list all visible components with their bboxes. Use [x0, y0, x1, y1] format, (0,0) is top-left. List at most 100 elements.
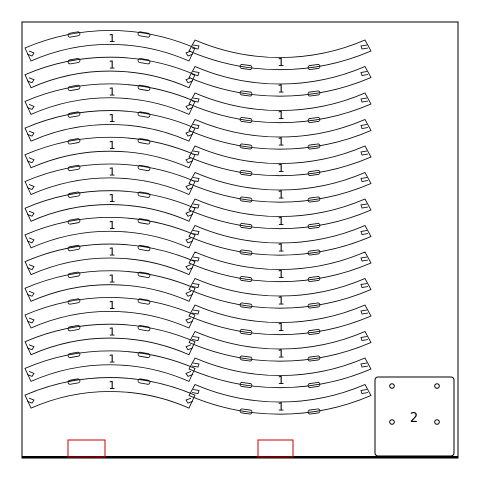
slot [307, 117, 321, 123]
curved-part: 1 [188, 92, 372, 123]
curved-part: 1 [24, 163, 196, 196]
end-notch [360, 177, 369, 182]
curved-part: 1 [24, 217, 196, 249]
end-notch [185, 290, 194, 297]
slot [239, 249, 253, 256]
slot [307, 64, 321, 70]
plate-part: 2 [374, 376, 455, 457]
end-notch [185, 344, 194, 351]
end-notch [185, 50, 194, 57]
end-notch [360, 336, 369, 341]
slot [67, 84, 81, 91]
slot [307, 170, 321, 176]
end-notch [26, 371, 35, 377]
curved-part: 1 [188, 145, 372, 176]
plate-hole [389, 419, 395, 425]
curved-part: 1 [24, 30, 196, 62]
part-label: 1 [278, 374, 285, 387]
slot [239, 196, 253, 203]
slot [67, 245, 81, 252]
end-notch [26, 210, 35, 217]
end-notch [191, 124, 200, 129]
slot [239, 276, 253, 282]
slot [67, 111, 81, 118]
slot [239, 143, 253, 150]
curved-part: 1 [24, 190, 196, 222]
curved-part: 1 [188, 65, 372, 97]
part-label: 1 [278, 242, 285, 255]
curved-part-outline [188, 383, 372, 415]
slot [307, 329, 321, 335]
slot [239, 329, 253, 335]
part-label: 1 [278, 215, 285, 228]
slot [239, 223, 253, 229]
curved-part: 1 [188, 251, 372, 282]
end-notch [185, 264, 194, 271]
curved-part-outline [188, 277, 372, 309]
part-label: 1 [109, 299, 116, 312]
part-label: 1 [109, 192, 116, 205]
part-label: 1 [278, 189, 285, 202]
slot [307, 90, 321, 97]
end-notch [26, 130, 35, 137]
slot [137, 271, 151, 278]
left-part-column: 1 1 1 1 1 1 1 1 1 1 1 1 1 1 [24, 30, 196, 409]
end-notch [26, 104, 35, 110]
end-notch [185, 237, 194, 244]
end-notch [191, 362, 200, 368]
part-label: 1 [278, 109, 285, 122]
slot [67, 271, 81, 278]
part-label: 1 [109, 112, 116, 125]
slot [67, 351, 81, 358]
curved-part: 1 [188, 224, 372, 256]
slot [137, 351, 151, 358]
curved-part: 1 [24, 110, 196, 142]
end-notch [191, 150, 200, 156]
part-label: 1 [109, 32, 116, 45]
slot [137, 191, 151, 198]
end-notch [185, 77, 194, 84]
part-label: 1 [109, 326, 116, 339]
slot [239, 408, 253, 415]
end-notch [26, 290, 35, 297]
end-notch [26, 77, 35, 84]
end-notch [26, 50, 35, 57]
end-notch [185, 184, 194, 190]
end-notch [185, 397, 194, 404]
slot [137, 298, 151, 305]
curved-part-outline [188, 65, 372, 97]
slot [67, 298, 81, 305]
end-notch [185, 157, 194, 164]
slot [239, 355, 253, 362]
end-notch [26, 184, 35, 190]
end-notch [360, 203, 369, 209]
curved-part: 1 [24, 56, 196, 89]
end-notch [191, 283, 200, 288]
slot [307, 249, 321, 256]
part-label: 1 [278, 401, 285, 414]
end-notch [191, 177, 200, 182]
slot [239, 117, 253, 123]
curved-part: 1 [24, 323, 196, 356]
slot [137, 325, 151, 332]
slot [307, 408, 321, 415]
curved-part: 1 [24, 350, 196, 382]
part-label: 1 [109, 166, 116, 179]
curved-part-outline [188, 145, 372, 176]
slot [137, 58, 151, 65]
part-label: 1 [109, 139, 116, 152]
end-notch [26, 317, 35, 324]
slot [67, 325, 81, 332]
slot [137, 84, 151, 91]
end-notch [26, 264, 35, 271]
curved-part: 1 [188, 357, 372, 388]
slot [67, 191, 81, 198]
slot [307, 382, 321, 388]
part-label: 1 [278, 348, 285, 361]
end-notch [185, 371, 194, 377]
end-notch [191, 97, 200, 103]
slot [307, 355, 321, 362]
curved-part-outline [188, 224, 372, 256]
end-notch [191, 256, 200, 262]
